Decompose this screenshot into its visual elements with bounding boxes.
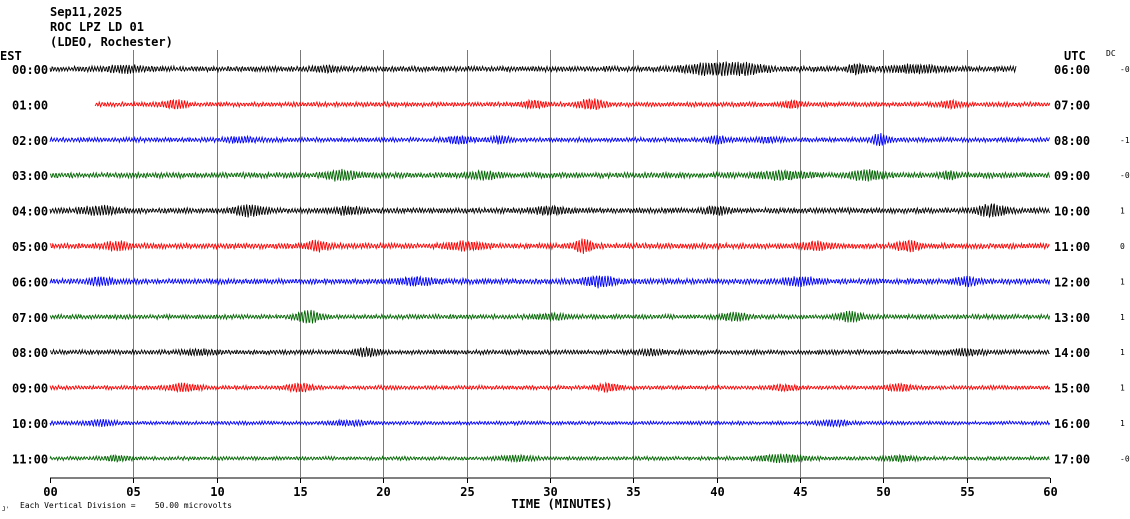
dc-value: -0 <box>1120 65 1130 74</box>
dc-value: 1 <box>1120 207 1125 216</box>
utc-hour-label: 08:00 <box>1054 134 1090 148</box>
corner-mark: J' <box>2 506 9 513</box>
trace-09:00 <box>49 381 1051 394</box>
scale-note: Each Vertical Division = 50.00 microvolt… <box>20 501 232 510</box>
left-timezone-label: EST <box>0 49 22 63</box>
x-tick-label: 15 <box>293 485 307 499</box>
x-tick-label: 55 <box>960 485 974 499</box>
est-hour-label: 03:00 <box>12 169 48 183</box>
x-tick-label: 30 <box>543 485 557 499</box>
utc-hour-label: 06:00 <box>1054 63 1090 77</box>
x-tick-label: 45 <box>793 485 807 499</box>
utc-hour-label: 11:00 <box>1054 240 1090 254</box>
header-date: Sep11,2025 <box>50 5 122 19</box>
x-tick-label: 50 <box>876 485 890 499</box>
dc-value: -1 <box>1120 136 1130 145</box>
dc-value: 1 <box>1120 384 1125 393</box>
dc-value: -0 <box>1120 454 1130 463</box>
dc-value: 0 <box>1120 242 1125 251</box>
trace-10:00 <box>49 418 1051 429</box>
grid-lines <box>133 50 968 478</box>
x-tick-label: 60 <box>1043 485 1057 499</box>
est-hour-label: 05:00 <box>12 240 48 254</box>
x-tick-label: 10 <box>210 485 224 499</box>
est-hour-label: 07:00 <box>12 311 48 325</box>
right-timezone-label: UTC <box>1064 49 1086 63</box>
x-tick-label: 05 <box>126 485 140 499</box>
est-hour-label: 09:00 <box>12 382 48 396</box>
x-axis-title: TIME (MINUTES) <box>511 497 612 511</box>
trace-06:00 <box>49 275 1051 289</box>
est-hour-label: 10:00 <box>12 417 48 431</box>
dc-label: DC <box>1106 49 1116 58</box>
trace-03:00 <box>49 168 1051 182</box>
header-network: (LDEO, Rochester) <box>50 35 173 49</box>
utc-hour-label: 09:00 <box>1054 169 1090 183</box>
trace-00:00 <box>49 61 1017 77</box>
utc-hour-label: 15:00 <box>1054 382 1090 396</box>
x-axis-ticks: 00 05 10 15 20 25 30 35 40 45 50 55 60 <box>43 478 1058 499</box>
est-hour-label: 00:00 <box>12 63 48 77</box>
est-hour-label: 08:00 <box>12 346 48 360</box>
dc-value: 1 <box>1120 313 1125 322</box>
x-tick-label: 20 <box>376 485 390 499</box>
utc-hour-label: 12:00 <box>1054 275 1090 289</box>
trace-04:00 <box>49 203 1051 219</box>
trace-08:00 <box>49 345 1050 358</box>
trace-11:00 <box>49 453 1050 464</box>
x-tick-label: 40 <box>710 485 724 499</box>
est-hour-label: 02:00 <box>12 134 48 148</box>
trace-05:00 <box>49 238 1050 254</box>
utc-hour-label: 16:00 <box>1054 417 1090 431</box>
trace-01:00 <box>94 98 1051 111</box>
trace-labels: 00:00 06:00 -0 01:00 07:00 02:00 08:00 -1 03:00 0… <box>12 63 1130 466</box>
est-hour-label: 01:00 <box>12 98 48 112</box>
est-hour-label: 06:00 <box>12 275 48 289</box>
dc-value: -0 <box>1120 171 1130 180</box>
traces <box>49 61 1051 464</box>
trace-02:00 <box>49 132 1051 147</box>
header-station: ROC LPZ LD 01 <box>50 20 144 34</box>
x-tick-label: 35 <box>626 485 640 499</box>
dc-value: 1 <box>1120 419 1125 428</box>
dc-value: 1 <box>1120 348 1125 357</box>
trace-07:00 <box>49 309 1051 324</box>
utc-hour-label: 10:00 <box>1054 205 1090 219</box>
utc-hour-label: 13:00 <box>1054 311 1090 325</box>
x-tick-label: 00 <box>43 485 57 499</box>
est-hour-label: 11:00 <box>12 452 48 466</box>
utc-hour-label: 07:00 <box>1054 98 1090 112</box>
utc-hour-label: 17:00 <box>1054 452 1090 466</box>
x-tick-label: 25 <box>460 485 474 499</box>
est-hour-label: 04:00 <box>12 205 48 219</box>
utc-hour-label: 14:00 <box>1054 346 1090 360</box>
dc-value: 1 <box>1120 277 1125 286</box>
